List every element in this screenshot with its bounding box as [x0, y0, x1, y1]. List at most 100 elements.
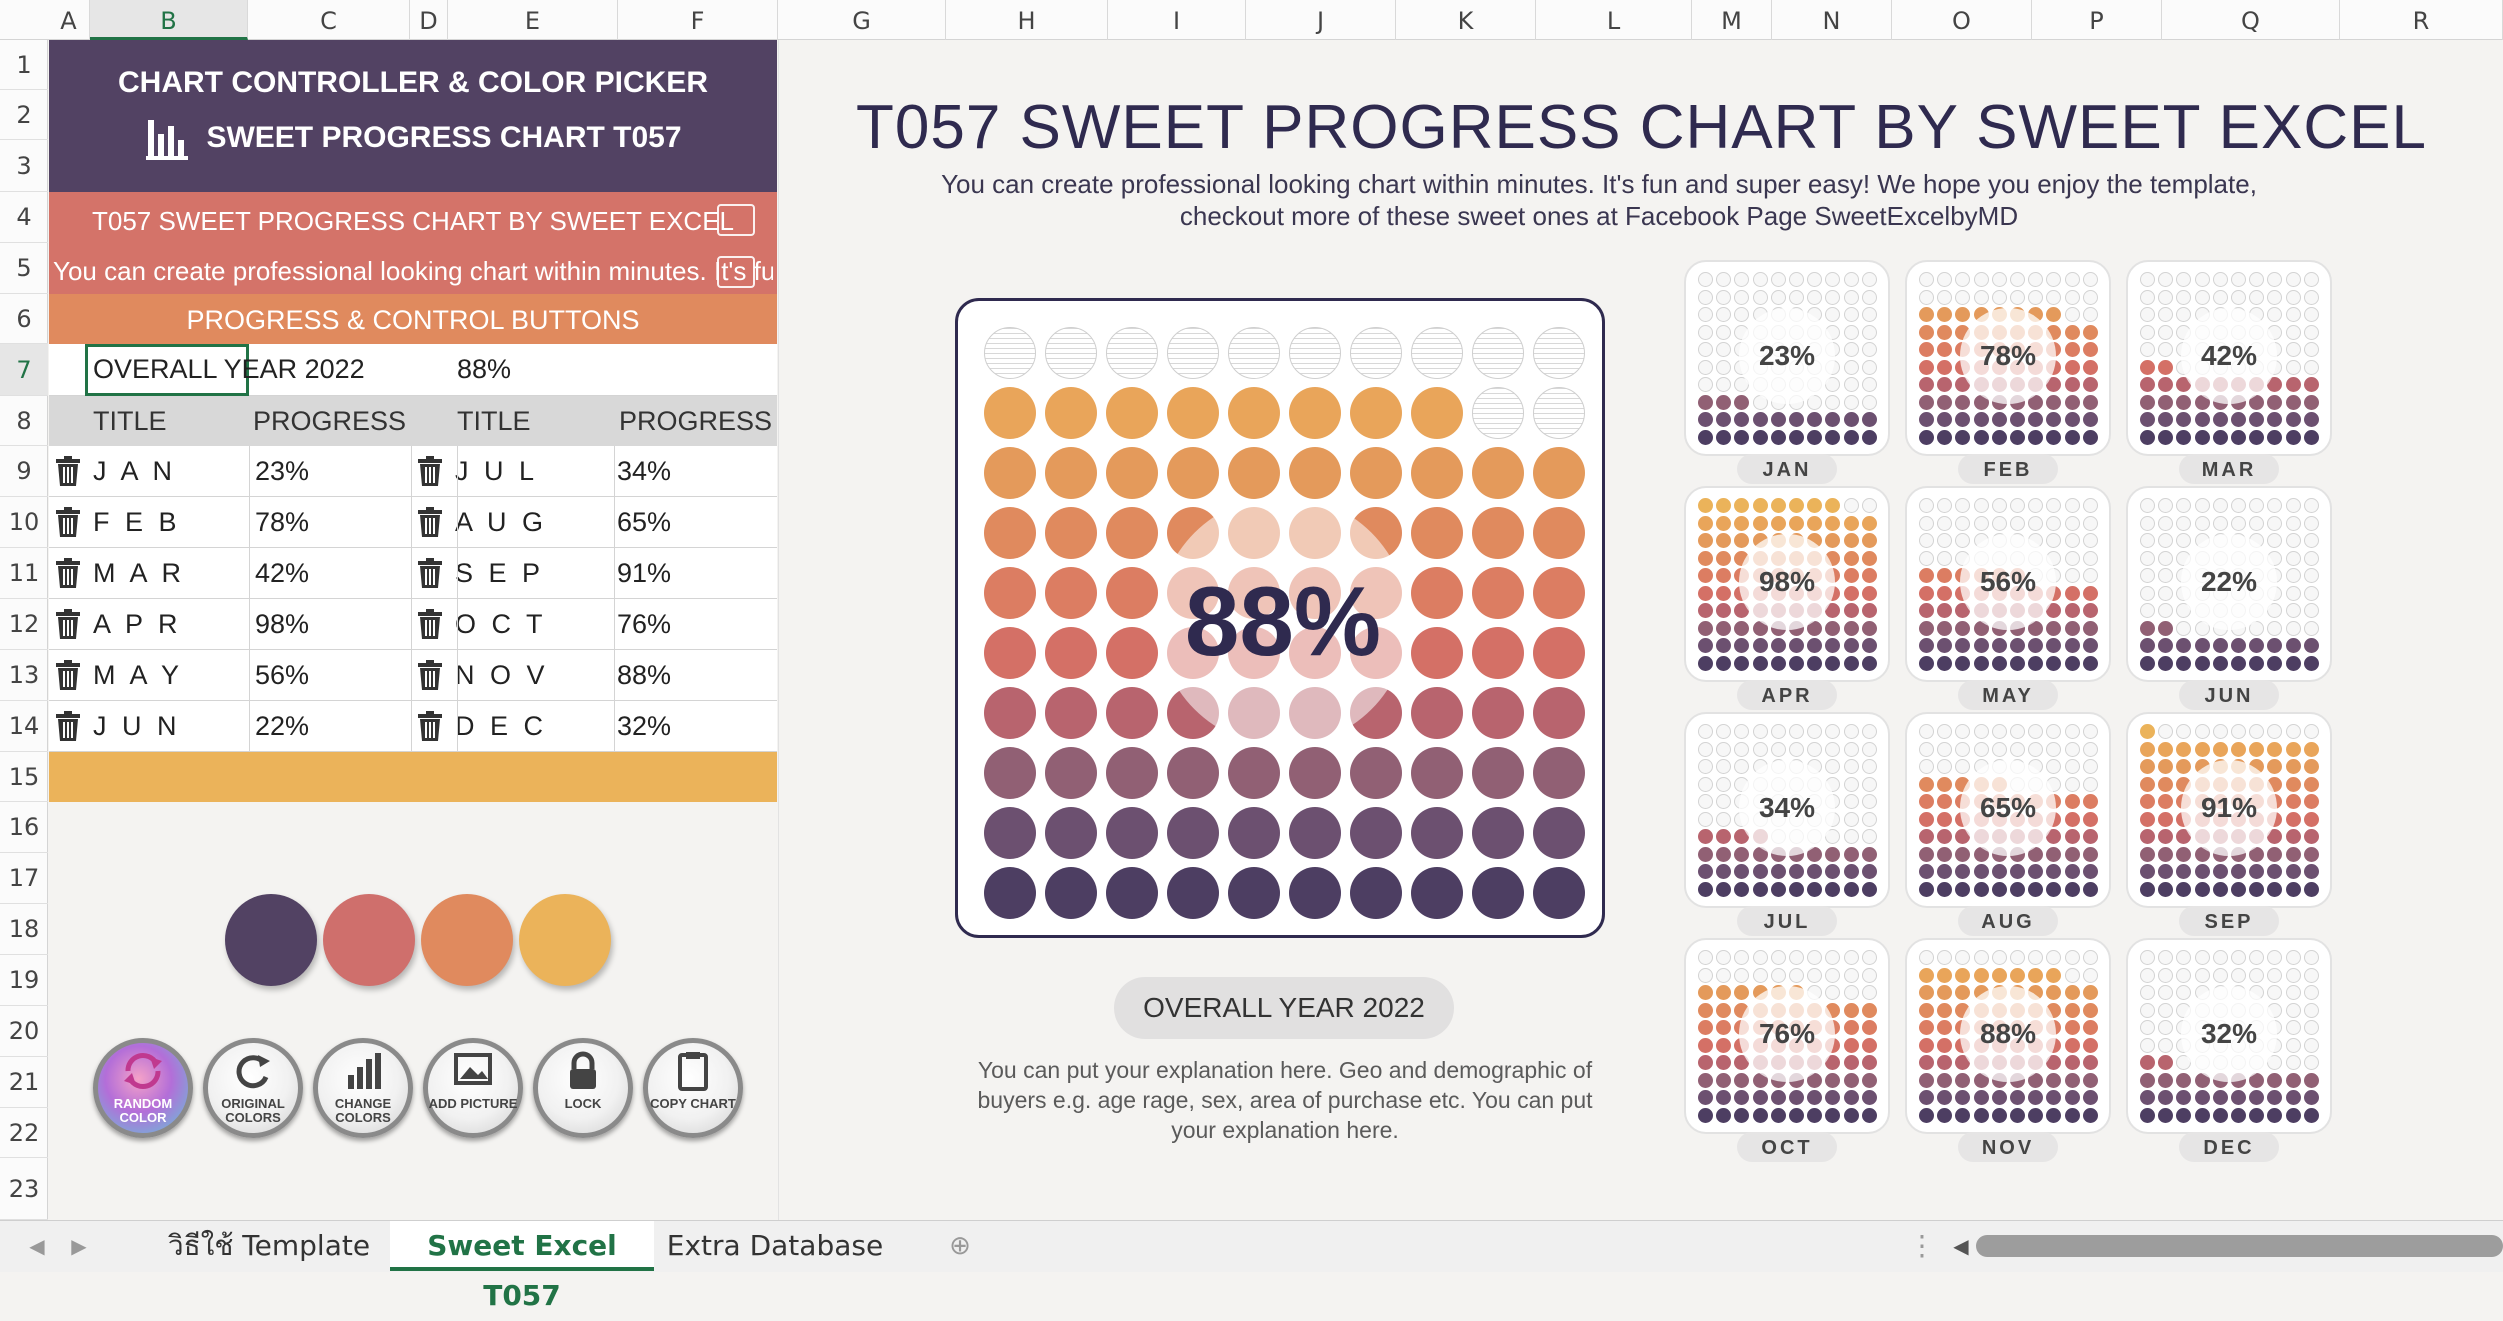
column-header-A[interactable]: A	[48, 0, 90, 40]
horizontal-scrollbar[interactable]	[1976, 1235, 2503, 1257]
row-header-19[interactable]: 19	[0, 955, 48, 1006]
trash-icon[interactable]	[55, 660, 81, 690]
trash-icon[interactable]	[55, 609, 81, 639]
month-title-cell[interactable]: J U N	[93, 711, 181, 741]
row-header-8[interactable]: 8	[0, 396, 48, 446]
month-title-cell[interactable]: M A R	[93, 558, 186, 588]
month-progress-cell[interactable]: 34%	[617, 456, 672, 486]
month-title-cell[interactable]: S E P	[455, 558, 545, 588]
month-progress-cell[interactable]: 23%	[255, 456, 310, 486]
row-header-21[interactable]: 21	[0, 1057, 48, 1108]
hscroll-left-icon[interactable]: ◀	[1953, 1234, 1969, 1258]
row-header-16[interactable]: 16	[0, 802, 48, 853]
trash-icon[interactable]	[417, 711, 443, 741]
trash-icon[interactable]	[417, 609, 443, 639]
month-progress-cell[interactable]: 22%	[255, 711, 310, 741]
row-header-18[interactable]: 18	[0, 904, 48, 955]
column-header-L[interactable]: L	[1536, 0, 1692, 40]
column-header-E[interactable]: E	[448, 0, 618, 40]
row-header-14[interactable]: 14	[0, 701, 48, 752]
scroll-right-icon[interactable]: ▶	[71, 1234, 87, 1258]
row-header-9[interactable]: 9	[0, 446, 48, 497]
row-header-3[interactable]: 3	[0, 140, 48, 192]
refresh-button[interactable]: ORIGINAL COLORS	[203, 1038, 303, 1138]
picture-button[interactable]: ADD PICTURE	[423, 1038, 523, 1138]
random-color-button[interactable]: RANDOM COLOR	[93, 1038, 193, 1138]
color-swatch[interactable]	[421, 894, 513, 986]
month-progress-cell[interactable]: 88%	[617, 660, 672, 690]
month-title-cell[interactable]: J A N	[93, 456, 177, 486]
month-progress-cell[interactable]: 42%	[255, 558, 310, 588]
color-swatch[interactable]	[519, 894, 611, 986]
row-header-15[interactable]: 15	[0, 752, 48, 802]
month-chart-aug[interactable]: 65%	[1905, 712, 2111, 908]
month-title-cell[interactable]: A U G	[455, 507, 548, 537]
trash-icon[interactable]	[417, 660, 443, 690]
month-title-cell[interactable]: M A Y	[93, 660, 184, 690]
column-header-P[interactable]: P	[2032, 0, 2162, 40]
month-chart-mar[interactable]: 42%	[2126, 260, 2332, 456]
month-chart-sep[interactable]: 91%	[2126, 712, 2332, 908]
month-title-cell[interactable]: O C T	[455, 609, 547, 639]
selected-cell[interactable]	[85, 344, 249, 396]
month-title-cell[interactable]: F E B	[93, 507, 181, 537]
scroll-left-icon[interactable]: ◀	[29, 1234, 45, 1258]
row-header-10[interactable]: 10	[0, 497, 48, 548]
column-header-R[interactable]: R	[2340, 0, 2503, 40]
month-chart-jul[interactable]: 34%	[1684, 712, 1890, 908]
column-header-Q[interactable]: Q	[2162, 0, 2340, 40]
trash-icon[interactable]	[55, 711, 81, 741]
row-header-12[interactable]: 12	[0, 599, 48, 650]
row-header-17[interactable]: 17	[0, 853, 48, 904]
month-chart-nov[interactable]: 88%	[1905, 938, 2111, 1134]
tab-extra-database[interactable]: Extra Database	[666, 1229, 884, 1262]
row-header-1[interactable]: 1	[0, 40, 48, 90]
month-chart-jun[interactable]: 22%	[2126, 486, 2332, 682]
tab-splitter-icon[interactable]: ⋮	[1908, 1229, 1936, 1262]
column-header-F[interactable]: F	[618, 0, 778, 40]
month-chart-jan[interactable]: 23%	[1684, 260, 1890, 456]
column-header-O[interactable]: O	[1892, 0, 2032, 40]
row-header-4[interactable]: 4	[0, 192, 48, 243]
tab-instructions[interactable]: วิธีใช้ Template	[167, 1229, 371, 1262]
overall-label-cell[interactable]: OVERALL YEAR 2022	[93, 354, 365, 384]
month-progress-cell[interactable]: 65%	[617, 507, 672, 537]
column-header-M[interactable]: M	[1692, 0, 1772, 40]
column-header-C[interactable]: C	[248, 0, 410, 40]
month-title-cell[interactable]: A P R	[93, 609, 182, 639]
edit-subtitle-button[interactable]	[717, 256, 755, 288]
row-header-22[interactable]: 22	[0, 1108, 48, 1158]
row-header-7[interactable]: 7	[0, 344, 48, 396]
overall-progress-chart[interactable]: 88%	[955, 298, 1605, 938]
month-title-cell[interactable]: N O V	[455, 660, 549, 690]
overall-value-cell[interactable]: 88%	[457, 354, 512, 384]
month-progress-cell[interactable]: 98%	[255, 609, 310, 639]
month-progress-cell[interactable]: 56%	[255, 660, 310, 690]
column-header-G[interactable]: G	[778, 0, 946, 40]
column-header-D[interactable]: D	[410, 0, 448, 40]
row-header-13[interactable]: 13	[0, 650, 48, 701]
month-progress-cell[interactable]: 78%	[255, 507, 310, 537]
bar-chart-button[interactable]: CHANGE COLORS	[313, 1038, 413, 1138]
column-header-N[interactable]: N	[1772, 0, 1892, 40]
column-header-K[interactable]: K	[1396, 0, 1536, 40]
month-chart-apr[interactable]: 98%	[1684, 486, 1890, 682]
column-header-I[interactable]: I	[1108, 0, 1246, 40]
column-header-J[interactable]: J	[1246, 0, 1396, 40]
row-header-23[interactable]: 23	[0, 1158, 48, 1220]
row-header-11[interactable]: 11	[0, 548, 48, 599]
trash-icon[interactable]	[55, 558, 81, 588]
color-swatch[interactable]	[323, 894, 415, 986]
trash-icon[interactable]	[55, 507, 81, 537]
trash-icon[interactable]	[55, 456, 81, 486]
column-header-B[interactable]: B	[90, 0, 248, 40]
month-title-cell[interactable]: J U L	[455, 456, 539, 486]
clipboard-button[interactable]: COPY CHART	[643, 1038, 743, 1138]
column-header-H[interactable]: H	[946, 0, 1108, 40]
row-header-20[interactable]: 20	[0, 1006, 48, 1057]
month-progress-cell[interactable]: 76%	[617, 609, 672, 639]
month-chart-may[interactable]: 56%	[1905, 486, 2111, 682]
trash-icon[interactable]	[417, 456, 443, 486]
month-chart-dec[interactable]: 32%	[2126, 938, 2332, 1134]
add-sheet-icon[interactable]: ⊕	[949, 1231, 971, 1261]
